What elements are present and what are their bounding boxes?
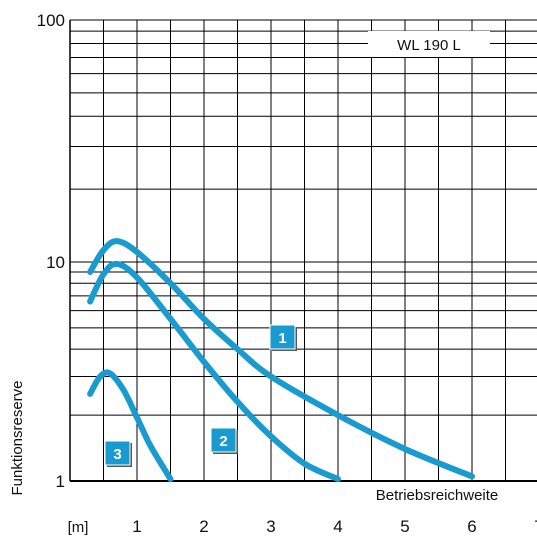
badge-box — [269, 324, 296, 350]
curve-3 — [87, 369, 174, 483]
x-tick-label: 6 — [467, 517, 476, 536]
chart-curves — [87, 238, 475, 483]
series-badge-2: 2 — [210, 427, 238, 454]
x-axis-label-bg — [352, 482, 522, 504]
model-label-bg — [368, 31, 490, 57]
x-unit-label: [m] — [68, 519, 89, 536]
x-tick-label: 2 — [199, 517, 208, 536]
chart-axes — [69, 20, 537, 482]
curve-2 — [87, 260, 341, 483]
x-axis-label: Betriebsreichweite — [376, 487, 499, 504]
x-tick-label: 3 — [266, 517, 275, 536]
y-tick-label: 1 — [56, 472, 65, 491]
y-tick-label: 10 — [46, 253, 65, 272]
x-tick-label: 7 — [534, 517, 537, 536]
series-badge-3: 3 — [104, 440, 132, 467]
x-tick-label: 1 — [132, 517, 141, 536]
badge-number: 3 — [113, 446, 121, 463]
curve-1 — [87, 238, 475, 480]
series-badge-1: 1 — [269, 324, 297, 351]
chart-labels: 1 10 100 1 2 3 4 5 6 7 [m] Funktionsreserve Betriebs… — [9, 11, 537, 536]
badge-box — [210, 427, 237, 453]
badge-box — [104, 440, 131, 466]
badge-number: 2 — [219, 433, 227, 450]
y-tick-label: 100 — [37, 11, 65, 30]
y-axis-label: Funktionsreserve — [9, 380, 26, 495]
x-tick-label: 4 — [333, 517, 342, 536]
model-label: WL 190 L — [397, 37, 461, 54]
x-tick-label: 5 — [400, 517, 409, 536]
chart-grid — [70, 19, 537, 481]
badge-number: 1 — [278, 330, 286, 347]
